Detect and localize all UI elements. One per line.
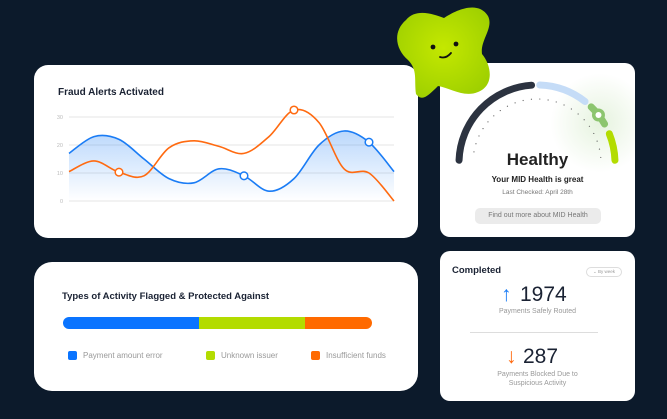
divider	[470, 332, 598, 333]
legend-item: Insufficient funds	[311, 351, 386, 360]
activity-stacked-bar	[63, 317, 372, 329]
y-tick-label: 0	[60, 199, 63, 205]
routed-count: 1974	[520, 283, 567, 306]
segment-payment-amount-error	[63, 317, 199, 329]
legend-swatch	[206, 351, 215, 360]
gauge-tick	[522, 99, 524, 102]
legend-swatch	[311, 351, 320, 360]
gauge-tick	[588, 125, 591, 127]
gauge-tick	[493, 115, 495, 117]
gauge-tick	[487, 121, 489, 123]
gauge-tick	[514, 102, 516, 104]
legend-label: Payment amount error	[83, 351, 163, 360]
gauge-tick	[563, 104, 565, 106]
legend-swatch	[68, 351, 77, 360]
gauge-tick	[499, 109, 501, 112]
arrow-down-icon: ↓	[506, 345, 517, 368]
arrow-up-icon: ↑	[501, 283, 512, 306]
gauge-tick	[482, 128, 484, 130]
mascot-blob-logo	[397, 7, 490, 98]
fraud-alerts-card: Fraud Alerts Activated 0 10 20 30	[34, 65, 418, 238]
fraud-line-chart: 0 10 20 30	[57, 105, 395, 205]
series-line-0	[68, 130, 395, 193]
gauge-segment-dark	[455, 81, 536, 164]
gauge-knob-center	[595, 111, 602, 118]
data-point-marker[interactable]	[239, 171, 249, 181]
gauge-tick	[539, 98, 541, 100]
legend-label: Unknown issuer	[221, 351, 278, 360]
period-dropdown[interactable]: ⌄ By week	[586, 267, 622, 277]
y-tick-label: 20	[57, 143, 63, 149]
segment-insufficient-funds	[304, 317, 372, 329]
card-title: Fraud Alerts Activated	[58, 87, 164, 98]
period-value: By week	[598, 269, 616, 274]
health-message: Your MID Health is great	[491, 175, 584, 184]
legend-label: Insufficient funds	[326, 351, 386, 360]
gauge-tick	[598, 148, 601, 150]
gauge-tick	[530, 98, 533, 100]
segment-unknown-issuer	[198, 317, 305, 329]
chevron-down-icon: ⌄	[592, 269, 598, 274]
y-tick-label: 10	[57, 171, 63, 177]
gauge-tick	[473, 151, 475, 153]
blocked-label: Payments Blocked Due to	[497, 371, 578, 378]
health-status: Healthy	[506, 150, 569, 169]
gauge-tick	[577, 113, 579, 115]
gauge-tick	[547, 99, 549, 101]
gauge-tick	[478, 135, 480, 137]
legend-item: Unknown issuer	[206, 351, 278, 360]
data-point-marker[interactable]	[289, 105, 299, 115]
gauge-tick	[583, 119, 585, 121]
series-area	[69, 130, 394, 201]
gauge-tick	[570, 108, 572, 110]
health-gauge	[455, 81, 619, 164]
last-checked: Last Checked: April 28th	[502, 189, 573, 196]
blocked-label-2: Suspicious Activity	[508, 380, 567, 387]
activity-types-card: Types of Activity Flagged & Protected Ag…	[34, 262, 418, 391]
mid-health-info-button[interactable]: Find out more about MID Health	[475, 208, 601, 224]
gauge-tick	[506, 105, 509, 107]
completed-card: Completed ⌄ By week ↑ 1974 Payments Safe…	[440, 251, 635, 401]
blocked-count: 287	[523, 345, 559, 368]
gauge-tick	[593, 132, 595, 135]
card-title: Completed	[452, 265, 502, 276]
legend-item: Payment amount error	[68, 351, 163, 360]
gauge-tick	[600, 156, 602, 159]
gauge-tick	[555, 101, 557, 103]
y-tick-label: 30	[57, 115, 63, 121]
routed-label: Payments Safely Routed	[498, 308, 577, 315]
gauge-tick	[596, 140, 598, 142]
gauge-segment-lime	[605, 130, 619, 164]
data-point-marker[interactable]	[114, 167, 124, 177]
card-title: Types of Activity Flagged & Protected Ag…	[62, 291, 270, 302]
gauge-tick	[475, 143, 477, 145]
data-point-marker[interactable]	[364, 137, 374, 147]
gauge-segment-light-blue	[536, 81, 589, 106]
